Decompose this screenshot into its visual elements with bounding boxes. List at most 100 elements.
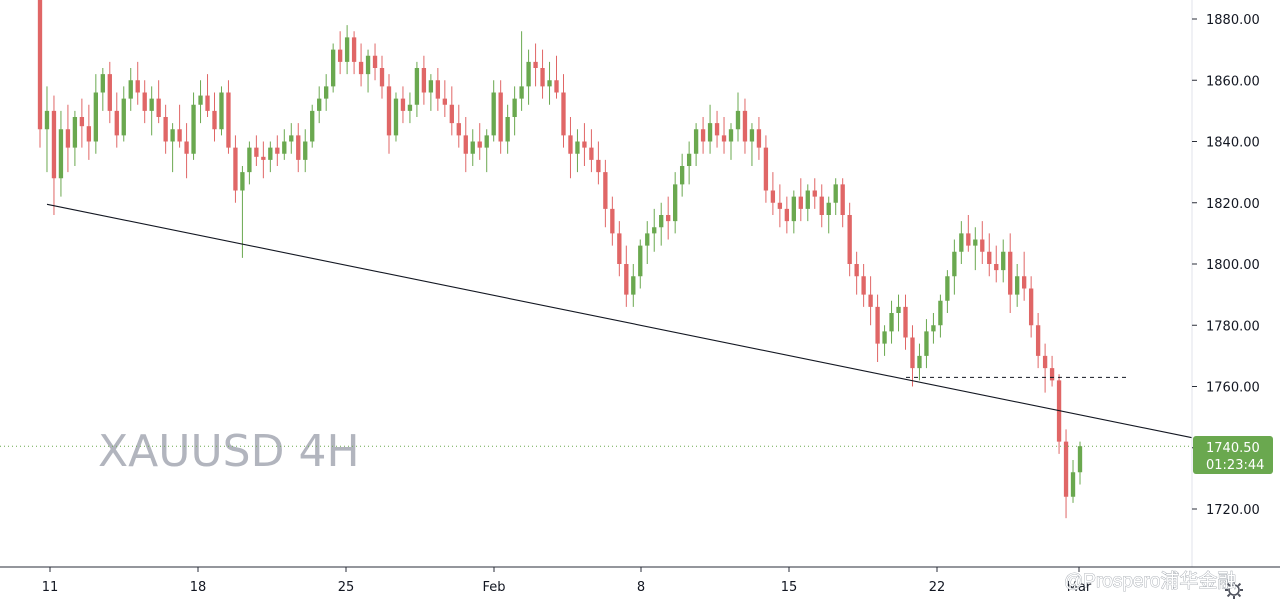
candle[interactable]: [861, 264, 866, 307]
candle[interactable]: [435, 68, 441, 111]
candle[interactable]: [896, 294, 901, 332]
candle[interactable]: [707, 104, 713, 154]
candle[interactable]: [470, 129, 475, 166]
candle[interactable]: [735, 92, 741, 142]
candle[interactable]: [617, 221, 622, 277]
candle[interactable]: [1015, 264, 1020, 307]
candle[interactable]: [770, 172, 776, 215]
candle[interactable]: [882, 325, 887, 356]
candle[interactable]: [247, 141, 252, 185]
candle[interactable]: [931, 313, 936, 344]
settings-gear-icon[interactable]: [1225, 581, 1243, 599]
candle[interactable]: [93, 74, 99, 154]
candle[interactable]: [903, 294, 908, 350]
candle[interactable]: [344, 25, 350, 75]
candle[interactable]: [184, 123, 189, 179]
candle[interactable]: [791, 190, 796, 234]
candle[interactable]: [610, 196, 615, 246]
candle[interactable]: [714, 110, 720, 148]
price-axis[interactable]: 1720.001740.001760.001780.001800.001820.…: [1192, 13, 1260, 518]
candle[interactable]: [540, 49, 545, 99]
candle[interactable]: [261, 141, 266, 179]
candle[interactable]: [638, 239, 643, 289]
candle[interactable]: [114, 92, 119, 148]
candle[interactable]: [966, 215, 971, 252]
time-axis[interactable]: 11 18 25 Feb 8 15 22 Mar: [42, 567, 1092, 595]
candle[interactable]: [679, 153, 685, 197]
candle[interactable]: [393, 92, 399, 142]
candle[interactable]: [79, 98, 85, 148]
candle[interactable]: [721, 117, 727, 154]
candle[interactable]: [889, 300, 894, 344]
candle[interactable]: [945, 270, 950, 313]
candle[interactable]: [854, 251, 859, 295]
candle[interactable]: [575, 129, 580, 173]
candle[interactable]: [666, 196, 671, 240]
candle[interactable]: [868, 276, 873, 326]
candle[interactable]: [233, 135, 238, 203]
candle[interactable]: [296, 123, 301, 173]
candle[interactable]: [833, 178, 838, 215]
candle[interactable]: [1049, 355, 1055, 387]
candle[interactable]: [777, 184, 783, 228]
candle[interactable]: [686, 141, 692, 185]
candle[interactable]: [652, 208, 657, 252]
candle[interactable]: [484, 129, 489, 173]
candle[interactable]: [819, 184, 824, 228]
candle[interactable]: [191, 92, 196, 160]
candle[interactable]: [240, 166, 245, 258]
candle[interactable]: [337, 31, 343, 75]
candle[interactable]: [400, 86, 406, 124]
candle[interactable]: [910, 325, 915, 387]
candle[interactable]: [282, 129, 287, 160]
candle[interactable]: [756, 117, 762, 160]
candle[interactable]: [561, 74, 566, 148]
candle[interactable]: [65, 104, 71, 173]
candle[interactable]: [1077, 441, 1083, 485]
candle[interactable]: [519, 31, 524, 111]
candle[interactable]: [212, 92, 217, 142]
candle[interactable]: [58, 110, 64, 197]
candle[interactable]: [310, 104, 315, 148]
candle[interactable]: [226, 80, 231, 154]
candle[interactable]: [645, 221, 650, 264]
candle[interactable]: [456, 104, 461, 148]
candle[interactable]: [107, 61, 112, 124]
candle[interactable]: [1021, 251, 1027, 301]
candle[interactable]: [407, 92, 413, 124]
candle[interactable]: [798, 178, 803, 222]
candle[interactable]: [205, 74, 210, 117]
candle[interactable]: [631, 264, 636, 307]
candle[interactable]: [980, 221, 985, 264]
candle[interactable]: [330, 43, 336, 93]
candle[interactable]: [693, 123, 699, 166]
candle[interactable]: [763, 135, 769, 203]
candle[interactable]: [826, 196, 831, 234]
candle[interactable]: [86, 104, 92, 160]
candle[interactable]: [1035, 313, 1041, 369]
candle[interactable]: [372, 43, 378, 81]
candle[interactable]: [491, 80, 496, 142]
candle[interactable]: [289, 123, 294, 154]
candle[interactable]: [973, 227, 978, 271]
candle[interactable]: [554, 55, 559, 99]
candle[interactable]: [728, 123, 734, 160]
candle[interactable]: [498, 80, 503, 154]
candle[interactable]: [324, 74, 329, 111]
candle[interactable]: [673, 172, 678, 234]
candle[interactable]: [128, 68, 133, 111]
candle[interactable]: [72, 110, 78, 166]
candle[interactable]: [512, 86, 517, 136]
candle[interactable]: [100, 68, 105, 111]
candle[interactable]: [1063, 429, 1069, 519]
candle[interactable]: [624, 245, 629, 307]
candle[interactable]: [414, 61, 420, 117]
candle[interactable]: [749, 123, 755, 166]
candle[interactable]: [952, 239, 957, 295]
candle[interactable]: [533, 43, 538, 87]
candle[interactable]: [51, 95, 57, 215]
candle[interactable]: [840, 178, 845, 228]
candle[interactable]: [44, 86, 50, 173]
candle[interactable]: [379, 55, 385, 99]
